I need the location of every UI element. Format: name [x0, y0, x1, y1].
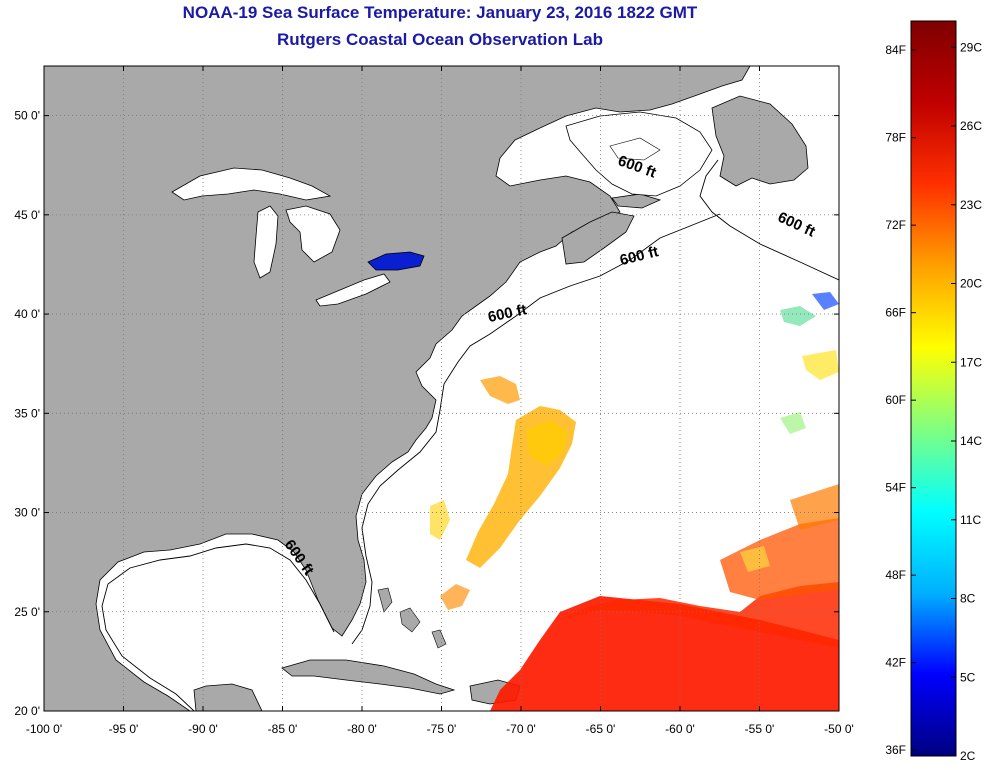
temperature-colorbar: [910, 20, 957, 757]
isobath-600ft: [101, 159, 839, 711]
lake-erie: [315, 273, 391, 307]
bahamas-land: [377, 587, 447, 649]
newfoundland-land: [711, 95, 809, 187]
map-subtitle: Rutgers Coastal Ocean Observation Lab: [277, 30, 603, 49]
colorbar-f-label: 84F: [885, 43, 906, 57]
map-title: NOAA-19 Sea Surface Temperature: January…: [182, 3, 698, 22]
hudson-strait-inlet: [609, 137, 661, 161]
sst-warm-patches: [430, 292, 839, 711]
lon-tick-label: -100 0': [26, 722, 62, 736]
cuba-land: [281, 659, 456, 695]
lake-ontario: [367, 251, 425, 271]
lon-tick-label: -50 0': [824, 722, 854, 736]
colorbar-c-label: 11C: [960, 513, 981, 527]
colorbar-f-label: 60F: [885, 393, 906, 407]
lon-tick-label: -65 0': [586, 722, 616, 736]
colorbar-c-label: 29C: [960, 40, 982, 54]
graticule: [44, 66, 839, 711]
lon-tick-label: -75 0': [427, 722, 457, 736]
lon-tick-label: -70 0': [506, 722, 536, 736]
lon-tick-label: -60 0': [665, 722, 695, 736]
north-america-land: [44, 66, 751, 711]
colorbar-c-label: 5C: [960, 670, 976, 684]
colorbar-celsius-scale: 29C 26C 23C 20C 17C 14C 11C 8C 5C 2C: [951, 40, 982, 763]
colorbar-c-label: 2C: [960, 749, 976, 763]
colorbar-f-label: 42F: [885, 656, 906, 670]
nova-scotia-land: [561, 211, 635, 265]
lat-tick-label: 20 0': [14, 704, 40, 718]
lat-tick-label: 45 0': [14, 208, 40, 222]
lat-tick-label: 30 0': [14, 506, 40, 520]
lat-tick-label: 50 0': [14, 109, 40, 123]
colorbar-f-label: 48F: [885, 568, 906, 582]
colorbar-c-label: 14C: [960, 434, 982, 448]
colorbar-c-label: 23C: [960, 198, 982, 212]
yucatan-land: [193, 683, 263, 711]
colorbar-c-label: 20C: [960, 277, 982, 291]
lon-tick-label: -90 0': [188, 722, 218, 736]
lat-tick-label: 40 0': [14, 307, 40, 321]
lat-tick-label: 25 0': [14, 605, 40, 619]
colorbar-f-label: 66F: [885, 306, 906, 320]
colorbar-c-label: 17C: [960, 355, 982, 369]
lon-tick-label: -85 0': [268, 722, 298, 736]
colorbar-f-label: 78F: [885, 131, 906, 145]
longitude-axis: -100 0' -95 0' -90 0' -85 0' -80 0' -75 0' -70…: [26, 66, 854, 736]
colorbar-f-label: 54F: [885, 481, 906, 495]
lon-tick-label: -55 0': [745, 722, 775, 736]
lake-superior: [171, 167, 332, 201]
lake-michigan: [253, 205, 279, 279]
lat-tick-label: 35 0': [14, 406, 40, 420]
colorbar-c-label: 26C: [960, 119, 982, 133]
colorbar-fahrenheit-scale: 84F 78F 72F 66F 60F 54F 48F 42F 36F: [885, 43, 916, 757]
colorbar-f-label: 72F: [885, 218, 906, 232]
latitude-axis: 50 0' 45 0' 40 0' 35 0' 30 0' 25 0' 20 0': [14, 109, 839, 718]
colorbar-f-label: 36F: [885, 743, 906, 757]
lon-tick-label: -80 0': [347, 722, 377, 736]
lon-tick-label: -95 0': [109, 722, 139, 736]
lake-huron: [285, 205, 341, 263]
colorbar-c-label: 8C: [960, 592, 976, 606]
